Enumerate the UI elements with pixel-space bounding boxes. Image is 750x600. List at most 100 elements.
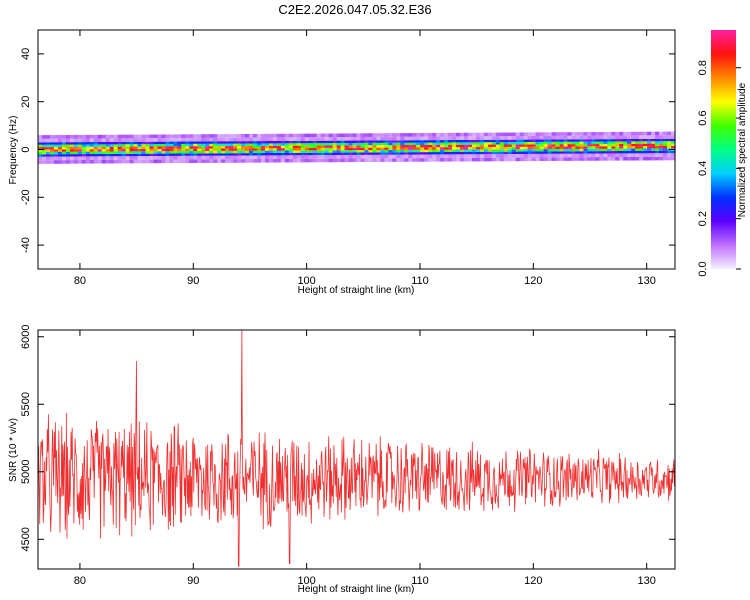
heatmap-cell [225,137,230,142]
heatmap-cell [663,138,668,142]
heatmap-cell [611,157,616,161]
heatmap-cell [376,140,381,143]
heatmap-cell [647,135,652,139]
heatmap-cell [575,141,581,145]
heatmap-cell [519,146,525,150]
heatmap-cell [659,138,664,142]
heatmap-cell [101,159,107,164]
heatmap-cell [97,144,103,147]
heatmap-cell [396,149,401,153]
heatmap-cell [181,151,186,154]
heatmap-cell [551,153,557,158]
heatmap-cell [117,146,123,150]
heatmap-cell [133,138,139,142]
heatmap-cell [663,156,668,161]
heatmap-cell [424,132,429,137]
heatmap-cell [587,148,592,152]
heatmap-cell [515,132,521,137]
heatmap-cell [173,159,178,164]
heatmap-cell [396,145,401,148]
heatmap-cell [105,141,111,145]
heatmap-cell [300,150,306,153]
heatmap-cell [507,144,513,147]
heatmap-cell [89,146,95,150]
heatmap-cell [563,141,569,145]
heatmap-cell [551,149,557,152]
heatmap-cell [268,133,274,138]
heatmap-cell [312,147,318,151]
heatmap-cell [499,144,505,147]
heatmap-cell [177,155,182,160]
heatmap-cell [205,150,210,154]
heatmap-cell [256,141,262,144]
heatmap-cell [487,142,493,145]
heatmap-cell [360,152,366,155]
heatmap-cell [523,136,529,140]
heatmap-cell [368,154,374,159]
heatmap-cell [635,135,640,139]
heatmap-cell [320,152,326,156]
heatmap-cell [308,143,314,146]
heatmap-cell [479,149,485,152]
heatmap-cell [109,151,115,154]
heatmap-cell [440,149,445,153]
heatmap-cell [296,137,302,141]
heatmap-cell [121,134,127,139]
heatmap-cell [157,148,163,152]
heatmap-cell [376,158,381,162]
heatmap-cell [41,149,47,152]
heatmap-cell [460,136,465,140]
heatmap-cell [348,142,354,146]
heatmap-cell [209,155,214,160]
heatmap-cell [463,151,469,155]
heatmap-cell [591,146,596,149]
heatmap-cell [117,138,123,142]
heatmap-cell [57,151,63,155]
heatmap-cell [444,151,449,155]
heatmap-cell [77,149,83,152]
heatmap-cell [77,138,83,143]
heatmap-cell [280,155,286,159]
heatmap-cell [460,149,465,152]
heatmap-cell [360,133,366,137]
x-tick-label: 80 [74,575,86,587]
heatmap-cell [185,148,190,152]
heatmap-cell [619,151,624,154]
heatmap-cell [667,131,672,136]
heatmap-cell [511,142,517,145]
heatmap-cell [237,159,242,163]
heatmap-cell [372,152,378,155]
heatmap-cell [320,147,326,151]
heatmap-cell [631,148,636,151]
heatmap-cell [65,149,71,152]
heatmap-cell [157,144,163,147]
heatmap-cell [420,147,425,150]
heatmap-cell [368,158,374,162]
heatmap-cell [344,152,350,155]
heatmap-cell [264,141,270,144]
heatmap-cell [173,148,178,152]
heatmap-cell [416,158,421,162]
heatmap-cell [89,149,95,152]
heatmap-cell [320,155,326,159]
heatmap-cell [57,160,63,164]
heatmap-cell [41,138,47,143]
heatmap-cell [348,150,354,153]
heatmap-cell [97,149,103,152]
heatmap-cell [659,156,664,161]
heatmap-cell [396,158,401,162]
heatmap-cell [491,136,497,140]
heatmap-cell [101,153,107,157]
heatmap-cell [85,159,91,164]
heatmap-cell [583,144,589,147]
x-tick-label: 130 [637,275,655,287]
heatmap-cell [583,151,589,154]
heatmap-cell [304,137,310,141]
heatmap-cell [380,136,385,141]
heatmap-cell [45,149,51,152]
heatmap-cell [456,154,461,158]
heatmap-cell [448,157,453,162]
heatmap-cell [169,159,174,164]
heatmap-cell [145,153,151,157]
heatmap-cell [332,133,338,138]
